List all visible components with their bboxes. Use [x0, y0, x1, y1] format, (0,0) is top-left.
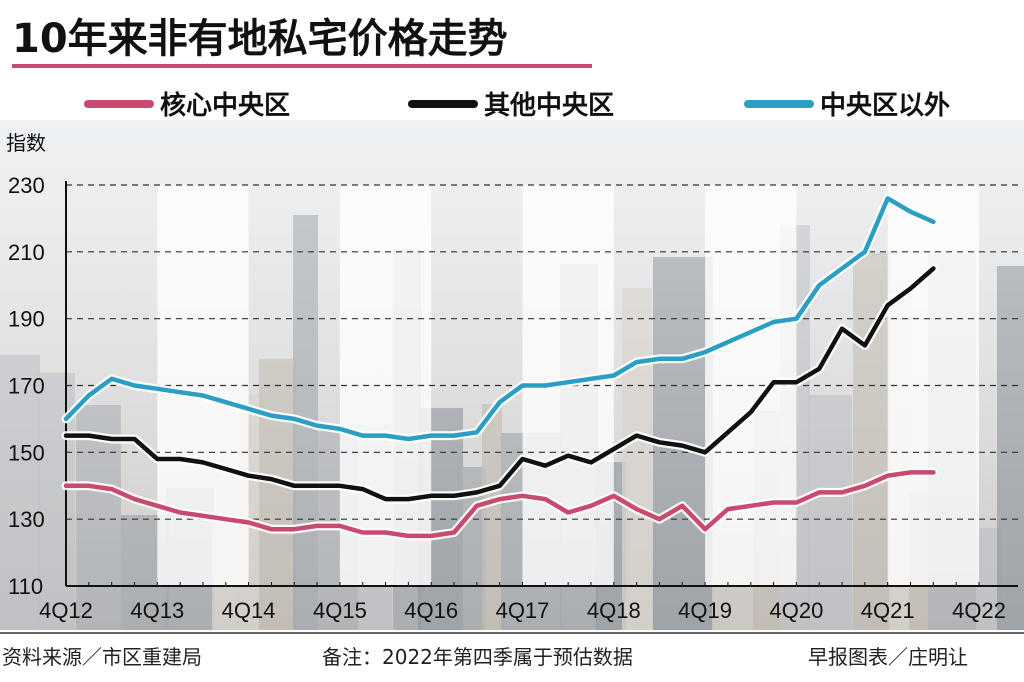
legend-item-rest-central: 其他中央区 [408, 91, 614, 121]
x-tick-label-4Q22: 4Q22 [952, 598, 1006, 623]
y-tick-labels: 110 130 150 170 190 210 230 [8, 173, 45, 599]
y-tick-label-130: 130 [8, 507, 45, 532]
x-tick-label-4Q21: 4Q21 [861, 598, 915, 623]
footer-credit: 早报图表／庄明让 [808, 645, 968, 669]
x-tick-labels: 4Q12 4Q13 4Q14 4Q15 4Q16 4Q17 4Q18 4Q19 4Q20 4Q21… [39, 598, 1006, 623]
footer-note: 备注：2022年第四季属于预估数据 [322, 645, 633, 669]
title-underline [12, 64, 592, 68]
legend-label-core-central: 核心中央区 [160, 90, 290, 121]
x-tick-label-4Q13: 4Q13 [130, 598, 184, 623]
y-axis-label: 指数 [6, 131, 46, 155]
x-tick-label-4Q18: 4Q18 [587, 598, 641, 623]
x-tick-label-4Q19: 4Q19 [678, 598, 732, 623]
axes [65, 181, 1018, 587]
y-tick-label-170: 170 [8, 374, 45, 399]
x-tick-label-4Q16: 4Q16 [404, 598, 458, 623]
series-lines [61, 193, 938, 541]
legend-item-outside-central: 中央区以外 [744, 91, 950, 121]
y-tick-label-210: 210 [8, 240, 45, 265]
legend-item-core-central: 核心中央区 [84, 90, 290, 121]
chart-title: 10年来非有地私宅价格走势 [12, 16, 508, 62]
series-line-1 [63, 266, 936, 502]
x-tick-label-4Q12: 4Q12 [39, 598, 93, 623]
legend: 核心中央区 其他中央区 中央区以外 [84, 90, 950, 121]
y-tick-label-190: 190 [8, 307, 45, 332]
city-skyline-background [0, 120, 1024, 630]
x-tick-label-4Q17: 4Q17 [496, 598, 550, 623]
x-tick-label-4Q20: 4Q20 [769, 598, 823, 623]
x-tick-label-4Q14: 4Q14 [222, 598, 276, 623]
legend-label-outside-central: 中央区以外 [820, 91, 950, 121]
series-line-2 [63, 196, 936, 442]
series-line-0 [63, 470, 936, 539]
y-tick-label-110: 110 [8, 574, 43, 599]
y-tick-label-230: 230 [8, 173, 45, 198]
y-tick-label-150: 150 [8, 440, 45, 465]
legend-label-rest-central: 其他中央区 [484, 91, 614, 121]
footer-source: 资料来源／市区重建局 [2, 645, 202, 669]
x-tick-label-4Q15: 4Q15 [313, 598, 367, 623]
